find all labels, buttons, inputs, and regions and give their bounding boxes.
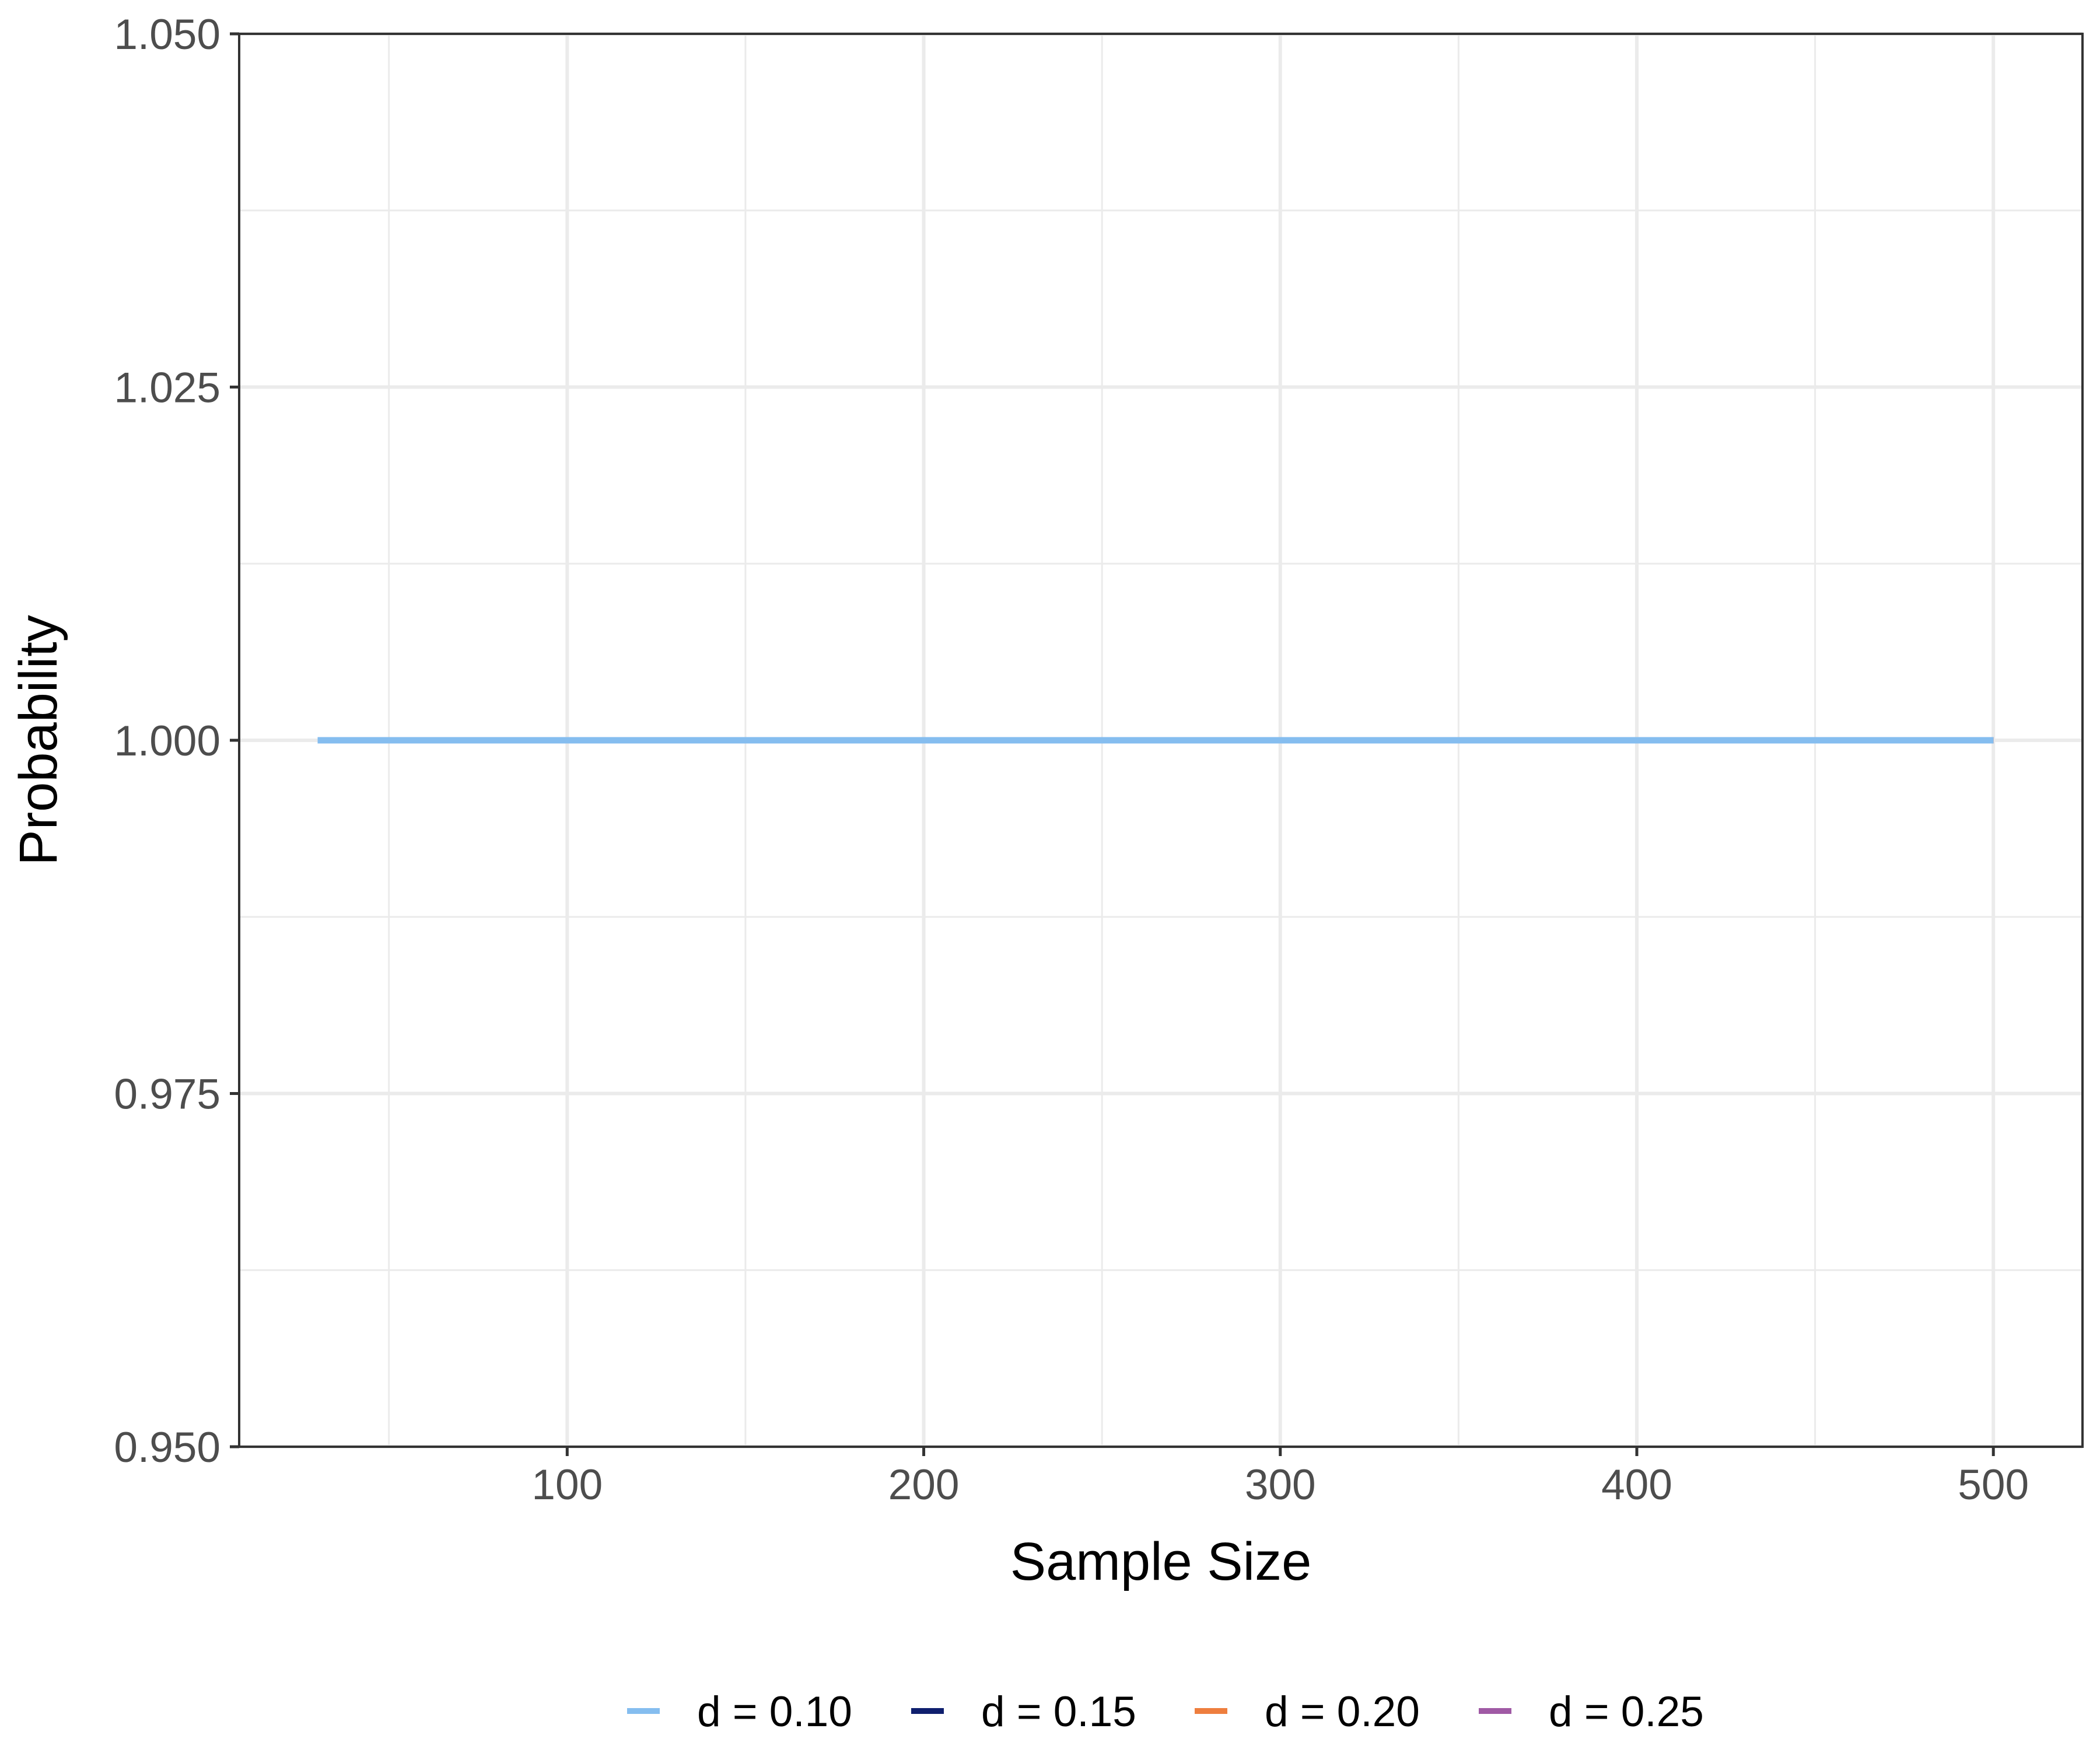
- x-axis-title: Sample Size: [1010, 1532, 1311, 1591]
- x-tick-label: 500: [1958, 1461, 2029, 1509]
- legend-item: d = 0.25: [1479, 1688, 1704, 1735]
- y-tick-label: 0.975: [114, 1071, 220, 1118]
- y-tick-label: 0.950: [114, 1424, 220, 1471]
- legend-label: d = 0.15: [981, 1688, 1136, 1735]
- x-tick-label: 300: [1245, 1461, 1316, 1509]
- y-tick-label: 1.000: [114, 718, 220, 765]
- legend: d = 0.10 d = 0.15 d = 0.20 d = 0.25: [627, 1688, 1704, 1735]
- legend-item: d = 0.10: [627, 1688, 852, 1735]
- legend-label: d = 0.20: [1265, 1688, 1420, 1735]
- legend-item: d = 0.15: [911, 1688, 1136, 1735]
- x-axis: 100 200 300 400 500: [531, 1447, 2029, 1509]
- legend-label: d = 0.25: [1549, 1688, 1704, 1735]
- minor-gridlines: [239, 34, 2082, 1447]
- legend-item: d = 0.20: [1195, 1688, 1420, 1735]
- legend-label: d = 0.10: [697, 1688, 852, 1735]
- x-tick-label: 200: [888, 1461, 960, 1509]
- y-axis: 0.950 0.975 1.000 1.025 1.050: [114, 11, 239, 1471]
- y-axis-title: Probability: [9, 615, 68, 866]
- y-tick-label: 1.025: [114, 365, 220, 412]
- y-tick-label: 1.050: [114, 11, 220, 58]
- x-tick-label: 400: [1601, 1461, 1672, 1509]
- x-tick-label: 100: [531, 1461, 603, 1509]
